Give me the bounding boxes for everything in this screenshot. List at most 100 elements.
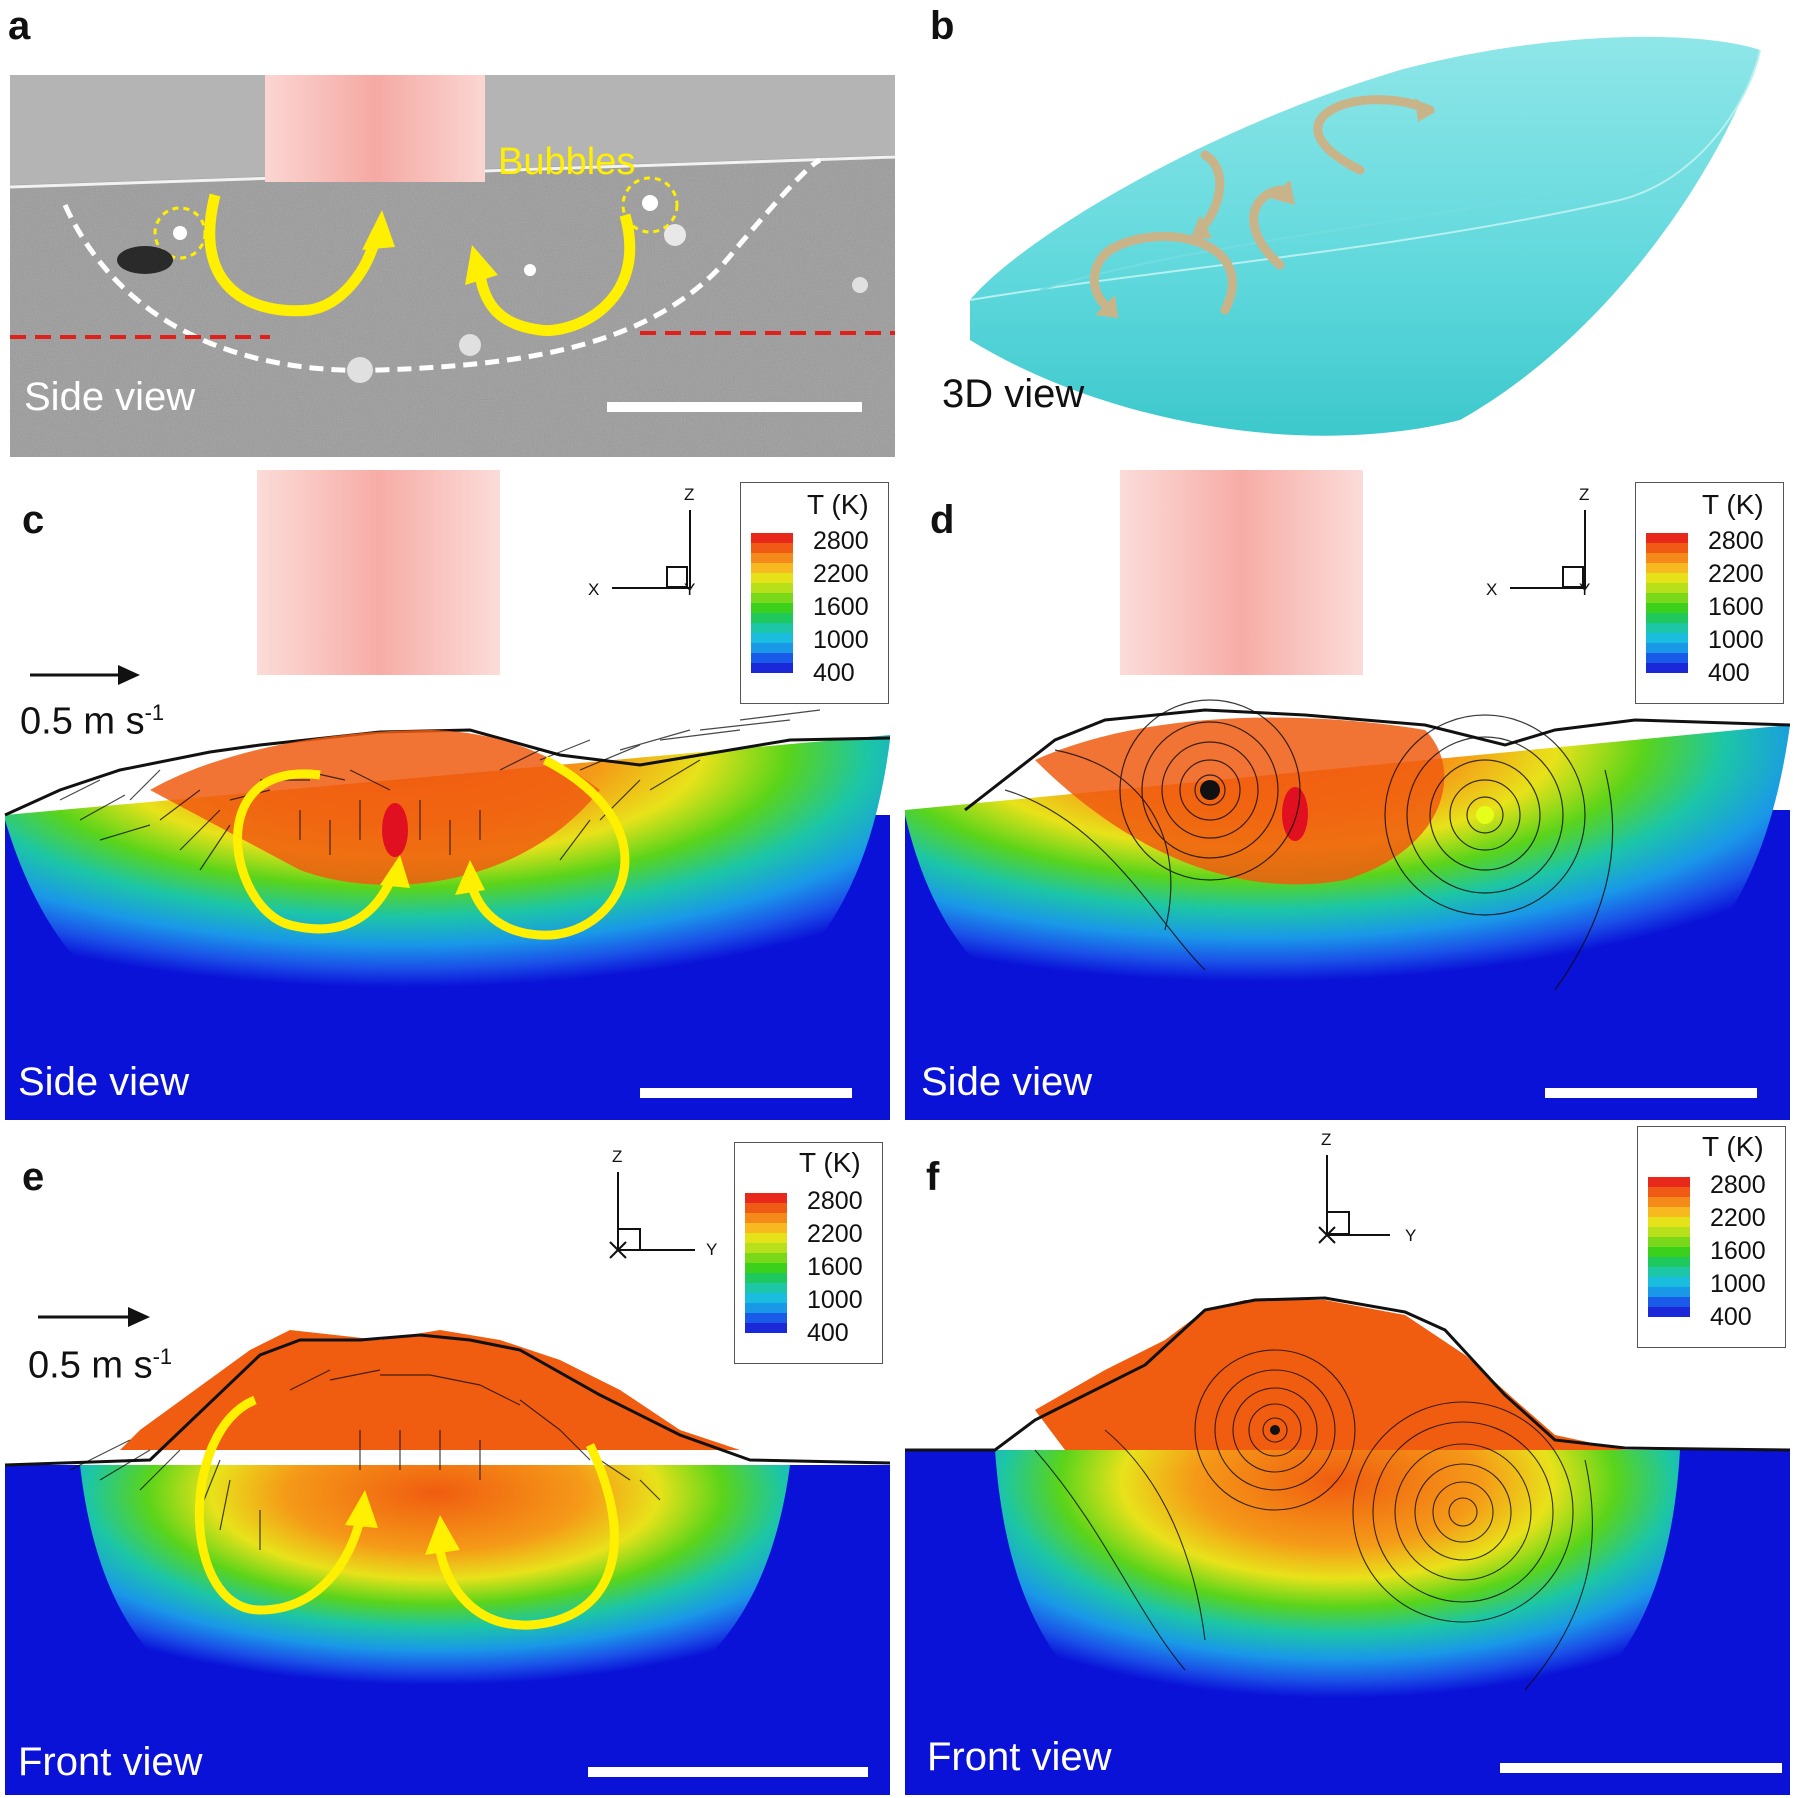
velocity-vectors: [59, 709, 821, 871]
panel-a-label: a: [8, 4, 31, 48]
panel-a: Bubbles Side view: [10, 75, 895, 457]
legend-color-step: [745, 1213, 787, 1224]
legend-tick: 2200: [807, 1220, 863, 1248]
legend-color-step: [1646, 533, 1688, 544]
legend-title: T (K): [799, 1147, 861, 1178]
axis-x: X: [588, 580, 600, 599]
legend-color-step: [751, 613, 793, 624]
velocity-scale-label-e: 0.5 m s-1: [28, 1344, 173, 1387]
panel-e-graphic: [4, 1172, 891, 1795]
legend-title: T (K): [807, 489, 869, 520]
legend-color-step: [745, 1283, 787, 1294]
panel-b-label: b: [930, 4, 955, 48]
legend-tick: 1600: [813, 593, 869, 621]
scale-bar-e: [588, 1767, 868, 1777]
legend-color-step: [1646, 613, 1688, 624]
panel-f-caption: Front view: [927, 1735, 1112, 1779]
panel-e-caption: Front view: [18, 1740, 203, 1784]
axis-triad-d: [1510, 510, 1586, 589]
legend-color-step: [745, 1323, 787, 1334]
axis-y: Y: [1405, 1226, 1417, 1245]
panel-b-graphic: [969, 36, 1761, 436]
legend-color-step: [1648, 1207, 1690, 1218]
legend-tick: 1000: [1710, 1270, 1766, 1298]
panel-b: b 3D view: [900, 0, 1794, 450]
legend-color-step: [751, 603, 793, 614]
legend-color-step: [1646, 633, 1688, 644]
legend-tick: 2200: [813, 560, 869, 588]
bubble-marker-right: [621, 176, 679, 234]
legend-color-step: [751, 533, 793, 544]
legend-color-step: [751, 653, 793, 664]
legend-color-step: [751, 543, 793, 554]
panel-d-label: d: [930, 498, 955, 542]
flow-arrows-3d: [1089, 95, 1435, 315]
legend-color-step: [1646, 653, 1688, 664]
axis-z: Z: [684, 485, 695, 504]
legend-color-step: [1648, 1297, 1690, 1308]
axis-y: Y: [1579, 580, 1591, 599]
legend-color-step: [745, 1313, 787, 1324]
legend-color-step: [1646, 593, 1688, 604]
legend-color-step: [751, 643, 793, 654]
legend-tick: 1600: [1708, 593, 1764, 621]
circulation-arrows-e: [194, 1395, 619, 1630]
temperature-legend-f: T (K) 2800 2200 1600 1000 400: [1637, 1126, 1786, 1348]
panel-c-label: c: [22, 498, 45, 542]
legend-tick: 1000: [807, 1286, 863, 1314]
legend-color-step: [745, 1223, 787, 1234]
streamlines-f: [1034, 1349, 1594, 1691]
legend-color-step: [745, 1263, 787, 1274]
legend-colorbar: [1646, 533, 1688, 674]
circulation-arrows: [233, 756, 630, 940]
axis-triad-e: [609, 1172, 695, 1259]
legend-color-step: [1648, 1177, 1690, 1188]
scale-bar: [607, 402, 862, 412]
legend-color-step: [1648, 1237, 1690, 1248]
panel-d-caption: Side view: [921, 1060, 1093, 1104]
legend-color-step: [745, 1303, 787, 1314]
legend-color-step: [1646, 663, 1688, 674]
legend-color-step: [745, 1243, 787, 1254]
scale-bar-f: [1500, 1763, 1782, 1773]
temperature-legend-e: T (K) 2800 2200 1600 1000 400: [734, 1142, 883, 1364]
laser-beam: [265, 75, 485, 182]
panel-e: Z Y 0.5 m s-1 Front view: [0, 1130, 895, 1798]
legend-colorbar: [751, 533, 793, 674]
flow-arrow-left: [204, 193, 381, 317]
legend-color-step: [1646, 603, 1688, 614]
legend-color-step: [745, 1193, 787, 1204]
legend-color-step: [1648, 1307, 1690, 1318]
melt-pool-3d: [970, 36, 1760, 436]
legend-tick: 2200: [1710, 1204, 1766, 1232]
legend-color-step: [1646, 583, 1688, 594]
legend-tick: 2800: [1708, 527, 1764, 555]
panel-d-graphic: [905, 470, 1791, 1120]
legend-color-step: [1648, 1227, 1690, 1238]
melt-pool-boundary: [62, 157, 822, 373]
legend-tick: 400: [807, 1319, 849, 1347]
legend-color-step: [1646, 623, 1688, 634]
legend-tick: 2800: [807, 1187, 863, 1215]
temperature-legend-c: T (K) 2800 2200 1600 1000 400: [740, 482, 889, 704]
flow-arrow-right: [474, 213, 636, 337]
legend-title: T (K): [1702, 489, 1764, 520]
legend-color-step: [751, 633, 793, 644]
legend-color-step: [1648, 1267, 1690, 1278]
legend-colorbar: [1648, 1177, 1690, 1318]
velocity-vectors-e: [69, 1369, 661, 1550]
legend-tick: 1600: [1710, 1237, 1766, 1265]
legend-color-step: [1648, 1217, 1690, 1228]
legend-color-step: [1648, 1257, 1690, 1268]
axis-x: X: [1486, 580, 1498, 599]
legend-color-step: [1648, 1287, 1690, 1298]
panel-e-label: e: [22, 1155, 45, 1199]
velocity-scale-label: 0.5 m s-1: [20, 700, 165, 743]
temperature-legend-d: T (K) 2800 2200 1600 1000 400: [1635, 482, 1784, 704]
legend-title: T (K): [1702, 1131, 1764, 1162]
panel-c-graphic: [4, 470, 891, 1120]
legend-color-step: [745, 1253, 787, 1264]
legend-tick: 2200: [1708, 560, 1764, 588]
legend-color-step: [745, 1203, 787, 1214]
panel-f-label: f: [926, 1155, 940, 1199]
